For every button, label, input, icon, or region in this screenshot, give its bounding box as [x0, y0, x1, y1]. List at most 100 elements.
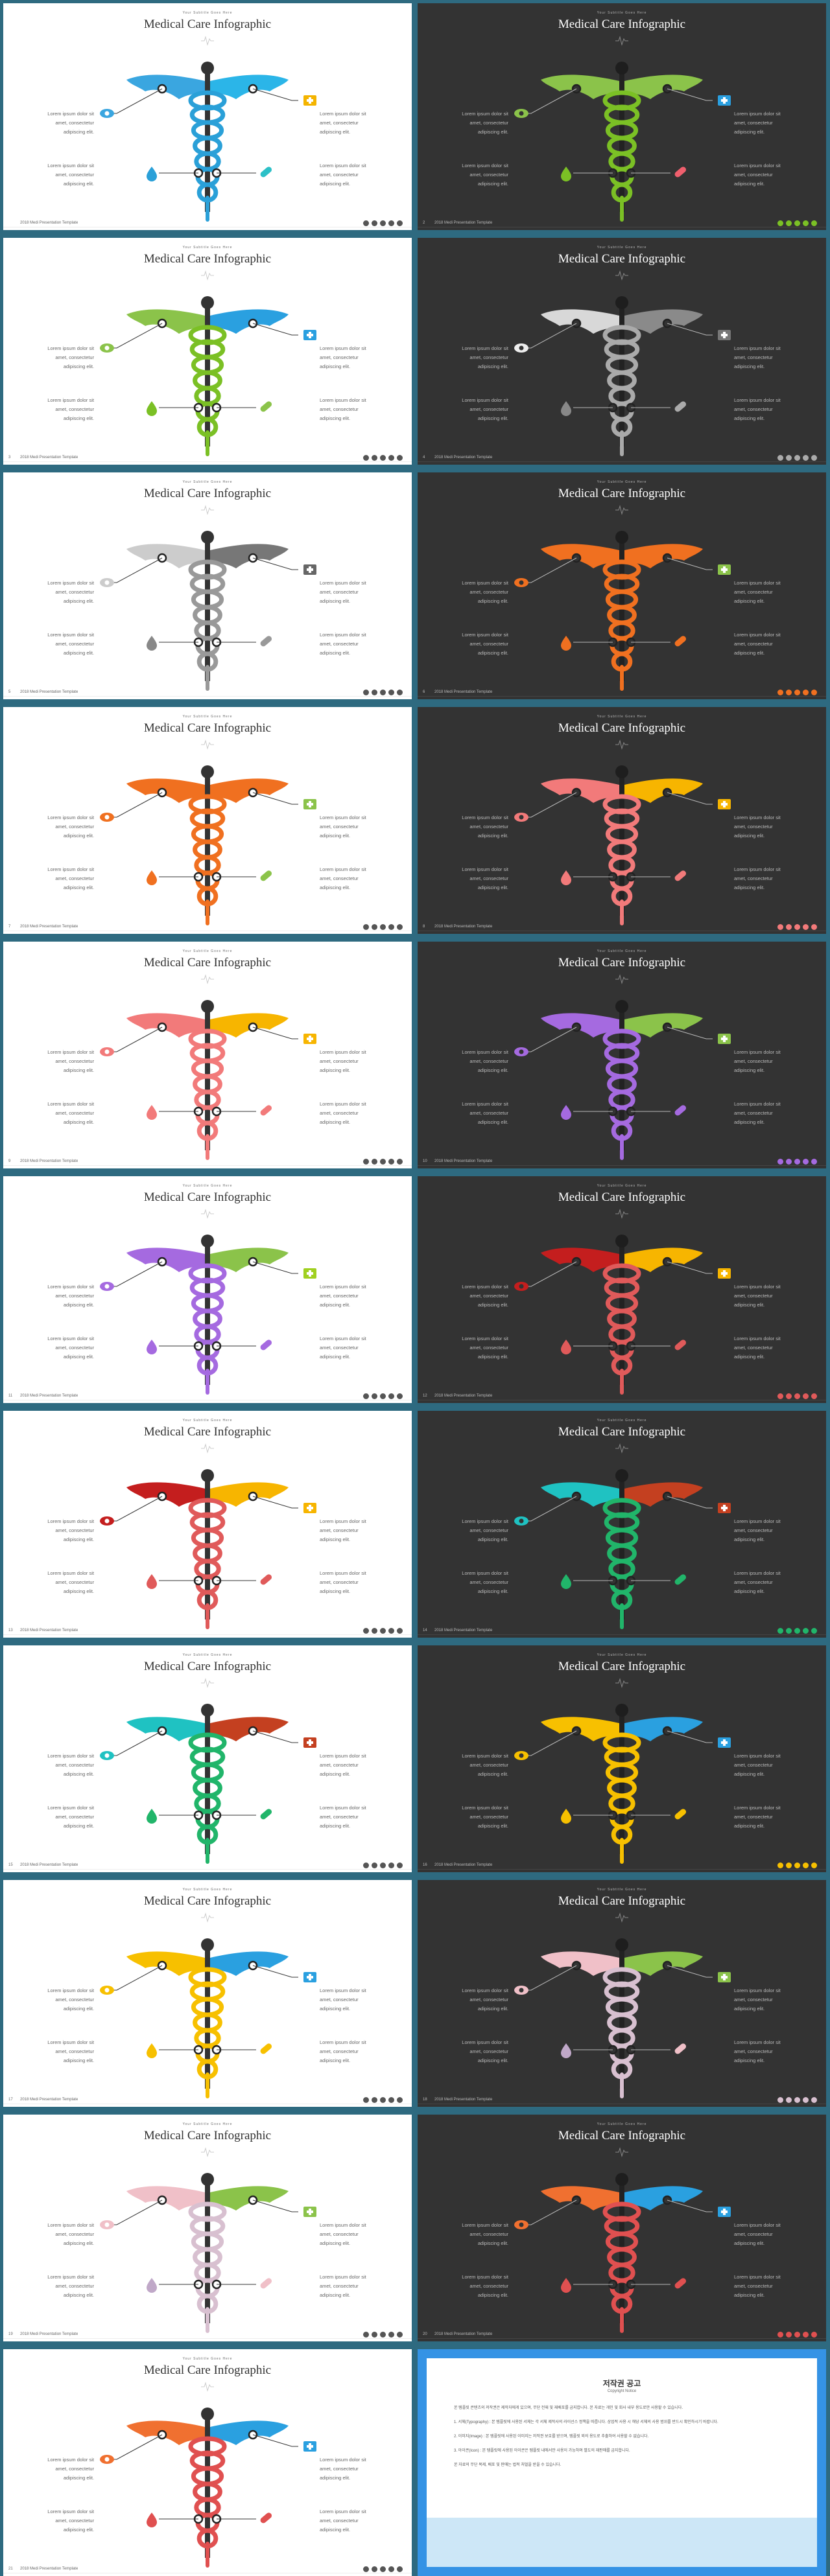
nav-dot[interactable] — [786, 1393, 792, 1399]
nav-dot[interactable] — [372, 1862, 377, 1868]
nav-dot[interactable] — [777, 2097, 783, 2103]
nav-dot[interactable] — [811, 690, 817, 695]
nav-dot[interactable] — [380, 1862, 386, 1868]
nav-dot[interactable] — [397, 2332, 403, 2338]
nav-dot[interactable] — [380, 1159, 386, 1165]
nav-dot[interactable] — [777, 1628, 783, 1634]
nav-dot[interactable] — [388, 924, 394, 930]
nav-dot[interactable] — [363, 924, 369, 930]
nav-dot[interactable] — [363, 1159, 369, 1165]
nav-dot[interactable] — [777, 455, 783, 461]
nav-dot[interactable] — [777, 2332, 783, 2338]
nav-dot[interactable] — [372, 1393, 377, 1399]
nav-dot[interactable] — [777, 924, 783, 930]
nav-dot[interactable] — [811, 455, 817, 461]
nav-dot[interactable] — [786, 2332, 792, 2338]
nav-dot[interactable] — [786, 2097, 792, 2103]
nav-dot[interactable] — [380, 1393, 386, 1399]
nav-dot[interactable] — [397, 2566, 403, 2572]
nav-dot[interactable] — [786, 455, 792, 461]
nav-dot[interactable] — [803, 220, 809, 226]
nav-dot[interactable] — [380, 924, 386, 930]
nav-dot[interactable] — [777, 1159, 783, 1165]
nav-dot[interactable] — [803, 2097, 809, 2103]
nav-dot[interactable] — [397, 2097, 403, 2103]
nav-dot[interactable] — [380, 2566, 386, 2572]
nav-dot[interactable] — [372, 924, 377, 930]
nav-dot[interactable] — [811, 1159, 817, 1165]
nav-dot[interactable] — [380, 455, 386, 461]
nav-dot[interactable] — [397, 455, 403, 461]
nav-dot[interactable] — [397, 1628, 403, 1634]
nav-dot[interactable] — [397, 1393, 403, 1399]
nav-dot[interactable] — [786, 220, 792, 226]
nav-dot[interactable] — [388, 2566, 394, 2572]
nav-dot[interactable] — [811, 220, 817, 226]
nav-dot[interactable] — [811, 2097, 817, 2103]
nav-dot[interactable] — [388, 1159, 394, 1165]
nav-dot[interactable] — [786, 690, 792, 695]
nav-dot[interactable] — [794, 1159, 800, 1165]
nav-dot[interactable] — [363, 2097, 369, 2103]
nav-dot[interactable] — [777, 690, 783, 695]
nav-dot[interactable] — [380, 690, 386, 695]
nav-dot[interactable] — [777, 1393, 783, 1399]
nav-dot[interactable] — [803, 455, 809, 461]
nav-dot[interactable] — [388, 455, 394, 461]
nav-dot[interactable] — [363, 1862, 369, 1868]
nav-dot[interactable] — [363, 220, 369, 226]
nav-dot[interactable] — [388, 2097, 394, 2103]
nav-dot[interactable] — [811, 1862, 817, 1868]
nav-dot[interactable] — [786, 1862, 792, 1868]
nav-dot[interactable] — [794, 924, 800, 930]
nav-dot[interactable] — [803, 1862, 809, 1868]
nav-dot[interactable] — [363, 2566, 369, 2572]
nav-dot[interactable] — [397, 1159, 403, 1165]
nav-dot[interactable] — [388, 1862, 394, 1868]
nav-dot[interactable] — [372, 220, 377, 226]
nav-dot[interactable] — [363, 455, 369, 461]
nav-dot[interactable] — [388, 1628, 394, 1634]
nav-dot[interactable] — [811, 2332, 817, 2338]
nav-dot[interactable] — [380, 220, 386, 226]
nav-dot[interactable] — [372, 1159, 377, 1165]
nav-dot[interactable] — [811, 1628, 817, 1634]
nav-dot[interactable] — [794, 455, 800, 461]
nav-dot[interactable] — [786, 924, 792, 930]
nav-dot[interactable] — [372, 455, 377, 461]
nav-dot[interactable] — [786, 1159, 792, 1165]
nav-dot[interactable] — [372, 690, 377, 695]
nav-dot[interactable] — [803, 1628, 809, 1634]
nav-dot[interactable] — [794, 1628, 800, 1634]
nav-dot[interactable] — [363, 1393, 369, 1399]
nav-dot[interactable] — [794, 690, 800, 695]
nav-dot[interactable] — [388, 690, 394, 695]
nav-dot[interactable] — [794, 220, 800, 226]
nav-dot[interactable] — [388, 220, 394, 226]
nav-dot[interactable] — [380, 1628, 386, 1634]
nav-dot[interactable] — [794, 2097, 800, 2103]
nav-dot[interactable] — [794, 1393, 800, 1399]
nav-dot[interactable] — [777, 220, 783, 226]
nav-dot[interactable] — [794, 1862, 800, 1868]
nav-dot[interactable] — [811, 924, 817, 930]
nav-dot[interactable] — [388, 1393, 394, 1399]
nav-dot[interactable] — [363, 2332, 369, 2338]
nav-dot[interactable] — [397, 924, 403, 930]
nav-dot[interactable] — [363, 690, 369, 695]
nav-dot[interactable] — [803, 690, 809, 695]
nav-dot[interactable] — [372, 2097, 377, 2103]
nav-dot[interactable] — [397, 690, 403, 695]
nav-dot[interactable] — [388, 2332, 394, 2338]
nav-dot[interactable] — [397, 1862, 403, 1868]
nav-dot[interactable] — [803, 924, 809, 930]
nav-dot[interactable] — [786, 1628, 792, 1634]
nav-dot[interactable] — [794, 2332, 800, 2338]
nav-dot[interactable] — [372, 2566, 377, 2572]
nav-dot[interactable] — [372, 1628, 377, 1634]
nav-dot[interactable] — [803, 1159, 809, 1165]
nav-dot[interactable] — [372, 2332, 377, 2338]
nav-dot[interactable] — [380, 2097, 386, 2103]
nav-dot[interactable] — [803, 1393, 809, 1399]
nav-dot[interactable] — [777, 1862, 783, 1868]
